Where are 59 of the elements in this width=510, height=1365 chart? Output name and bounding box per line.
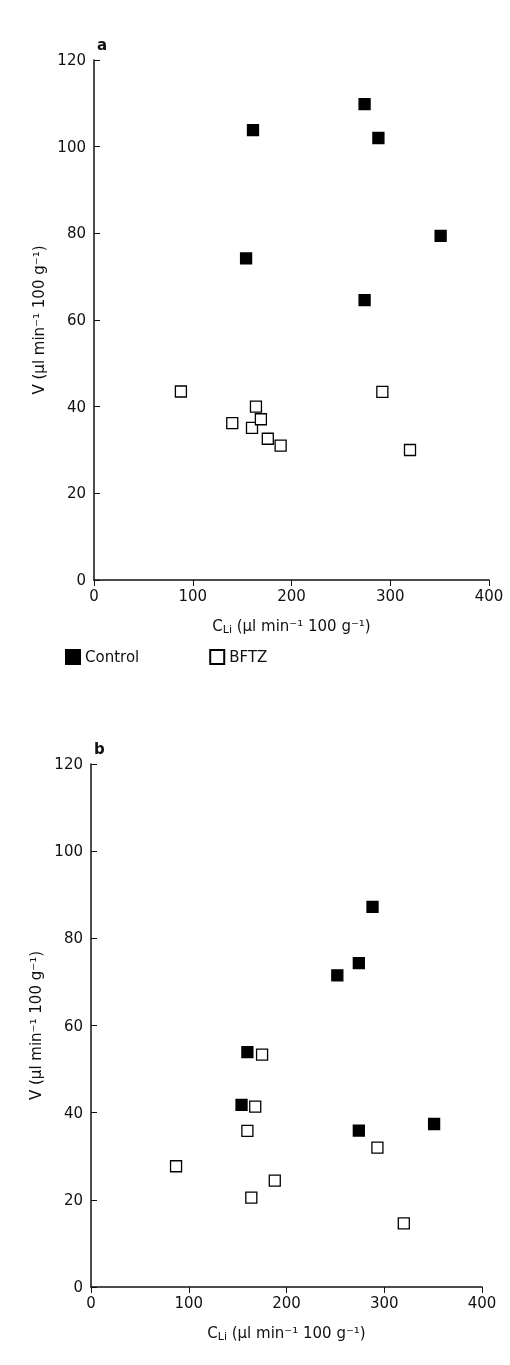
point <box>372 131 385 145</box>
y-tick-label: 60 <box>63 1016 83 1035</box>
point <box>169 1160 183 1173</box>
point <box>249 400 263 413</box>
point <box>397 1217 410 1230</box>
point <box>376 385 389 399</box>
point <box>226 416 239 430</box>
x-tick-label: 100 <box>174 1293 204 1312</box>
point <box>246 124 260 137</box>
point <box>331 969 344 982</box>
y-tick-label: 40 <box>66 397 86 416</box>
y-tick-label: 100 <box>54 842 83 861</box>
point <box>255 1048 269 1061</box>
y-axis-title: V (µl min⁻¹ 100 g⁻¹) <box>26 950 45 1101</box>
point <box>239 252 253 265</box>
y-axis-title: V (µl min⁻¹ 100 g⁻¹) <box>29 245 48 395</box>
point <box>241 1124 254 1138</box>
x-tick-label: 300 <box>375 586 405 605</box>
point <box>261 432 274 445</box>
y-tick-label: 20 <box>63 1190 83 1209</box>
chart-title: b <box>94 739 105 758</box>
point <box>358 98 371 111</box>
x-tick-label: 0 <box>89 586 99 605</box>
x-tick-label: 300 <box>369 1293 399 1312</box>
point <box>274 439 287 452</box>
point <box>434 229 447 243</box>
point <box>427 1117 441 1131</box>
legend-label: Control <box>85 648 140 666</box>
y-tick-label: 40 <box>63 1103 83 1122</box>
point <box>352 1124 365 1137</box>
x-tick-label: 100 <box>178 586 208 605</box>
x-tick-label: 200 <box>272 1293 301 1312</box>
point <box>366 900 379 914</box>
y-tick-label: 0 <box>76 571 86 589</box>
x-tick-label: 200 <box>277 586 306 605</box>
legend-label: BFTZ <box>229 648 268 666</box>
point <box>174 385 188 398</box>
point <box>268 1174 281 1187</box>
point <box>249 1100 262 1113</box>
y-tick-label: 60 <box>66 311 86 329</box>
y-tick-label: 100 <box>57 137 86 156</box>
y-tick-label: 80 <box>63 929 83 948</box>
point <box>245 1191 258 1204</box>
point <box>241 1045 254 1059</box>
x-tick-label: 400 <box>474 586 504 605</box>
point <box>403 443 417 457</box>
chart-title: a <box>97 35 108 54</box>
x-tick-label: 400 <box>467 1293 497 1312</box>
y-tick-label: 120 <box>54 755 83 773</box>
point <box>235 1098 248 1111</box>
y-tick-label: 80 <box>66 224 86 243</box>
point <box>371 1141 384 1154</box>
y-tick-label: 0 <box>73 1278 83 1296</box>
point <box>254 413 268 426</box>
point <box>358 293 371 307</box>
y-tick-label: 20 <box>66 484 86 503</box>
point <box>352 957 365 970</box>
y-tick-label: 120 <box>57 51 86 69</box>
point <box>245 421 259 435</box>
